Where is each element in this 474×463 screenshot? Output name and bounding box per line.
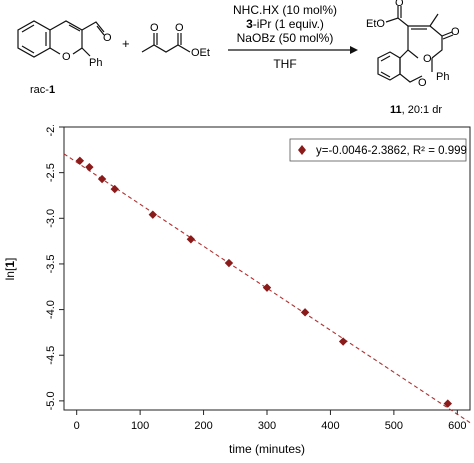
reagent-line-3: NaOBz (50 mol%): [237, 31, 334, 45]
x-axis-label: time (minutes): [229, 442, 305, 456]
y-tick-label: -5.0: [45, 391, 57, 410]
reagent-line-2-rest: -iPr (1 equiv.): [253, 17, 324, 31]
x-tick-label: 300: [258, 420, 276, 432]
data-point: [148, 210, 158, 219]
product-label-number: 11: [390, 104, 402, 116]
data-point: [186, 235, 196, 244]
product-label: 11, 20:1 dr: [390, 104, 442, 116]
product-phenyl-label: Ph: [436, 71, 449, 83]
x-tick-label: 400: [321, 420, 339, 432]
legend-text: y=-0.0046-2.3862, R² = 0.999: [316, 145, 467, 157]
y-tick-label: -2.0: [45, 125, 57, 136]
product-carbonyl-oxygen-2: O: [451, 26, 460, 38]
data-point: [443, 399, 452, 408]
y-tick-label: -4.0: [45, 300, 57, 319]
y-tick-label: -4.5: [45, 346, 57, 365]
solvent-label: THF: [273, 57, 296, 71]
reagent-line-2: 3-iPr (1 equiv.): [246, 17, 324, 31]
sm-label-prefix: rac-: [30, 84, 49, 96]
starting-material-structure: [17, 20, 105, 58]
data-point: [97, 174, 107, 184]
sm-aldehyde-oxygen: O: [103, 32, 112, 44]
data-point: [338, 337, 348, 346]
reaction-arrow: [228, 46, 358, 54]
x-tick-label: 0: [74, 420, 80, 432]
data-point: [110, 184, 119, 194]
kinetics-chart: -2.0 -2.5 -3.0 -3.5 -4.0 -4.5 -5.0 0 100 200 300 4…: [3, 125, 471, 456]
legend-marker: [298, 145, 306, 155]
x-tick-label: 100: [131, 420, 149, 432]
y-axis-label-prefix: ln[: [3, 267, 17, 280]
product-eto-label: EtO: [366, 18, 385, 30]
y-axis-label-suffix: ]: [3, 258, 17, 261]
product-label-rest: , 20:1 dr: [402, 104, 443, 116]
x-tick-label: 200: [194, 420, 212, 432]
legend-box: [289, 138, 467, 162]
plot-frame: [63, 126, 471, 411]
y-tick-label: -3.0: [45, 209, 57, 228]
y-axis-ticks: -2.0 -2.5 -3.0 -3.5 -4.0 -4.5 -5.0: [45, 125, 64, 410]
plus-sign: +: [122, 36, 130, 51]
data-point: [75, 156, 85, 165]
reagent-line-1: NHC.HX (10 mol%): [233, 3, 337, 17]
x-axis-ticks: 0 100 200 300 400 500 600: [74, 410, 466, 432]
y-tick-label: -2.5: [45, 163, 57, 182]
data-points: [75, 156, 452, 408]
sm-label-number: 1: [49, 84, 55, 96]
ketoester-oxygen-1: O: [150, 22, 159, 34]
reaction-scheme: O O Ph rac-1 + O O OEt NHC.HX (10 mol%) …: [17, 0, 460, 116]
y-axis-label-bold: 1: [3, 261, 17, 268]
starting-material-label: rac-1: [30, 84, 55, 96]
reagent-line-2-bold: 3: [246, 17, 253, 31]
data-point: [224, 258, 234, 268]
product-ring-oxygen: O: [418, 77, 427, 89]
legend: y=-0.0046-2.3862, R² = 0.999: [289, 138, 467, 162]
x-tick-label: 600: [448, 420, 466, 432]
sm-phenyl-label: Ph: [89, 57, 102, 69]
product-structure: [377, 6, 454, 83]
x-tick-label: 500: [385, 420, 403, 432]
ketoester-oet-label: OEt: [191, 47, 210, 59]
y-tick-label: -3.5: [45, 254, 57, 273]
data-point: [85, 162, 94, 172]
ketoester-structure: [141, 33, 191, 53]
ketoester-oxygen-2: O: [175, 22, 184, 34]
data-point: [262, 283, 272, 292]
product-lactone-oxygen: O: [423, 53, 432, 65]
data-point: [300, 308, 310, 317]
product-carbonyl-oxygen-1: O: [395, 0, 404, 9]
sm-ring-oxygen: O: [62, 51, 71, 63]
y-axis-label: ln[1]: [3, 258, 17, 281]
